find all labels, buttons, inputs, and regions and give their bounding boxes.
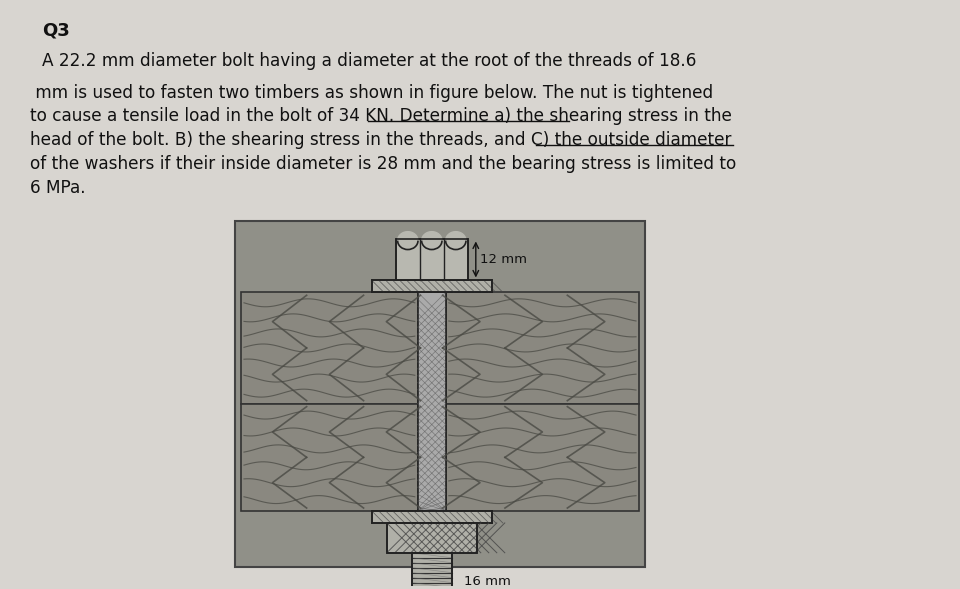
Text: Q3: Q3 [42, 22, 70, 40]
Text: 12 mm: 12 mm [480, 253, 527, 266]
Bar [396, 239, 468, 280]
Bar [445, 403, 639, 511]
Polygon shape [421, 231, 442, 240]
Polygon shape [445, 231, 466, 240]
Text: A 22.2 mm diameter bolt having a diameter at the root of the threads of 18.6: A 22.2 mm diameter bolt having a diamete… [42, 52, 696, 70]
Bar [235, 221, 645, 567]
Bar [445, 292, 639, 403]
Text: mm is used to fasten two timbers as shown in figure below. The nut is tightened: mm is used to fasten two timbers as show… [30, 84, 713, 101]
Text: 16 mm: 16 mm [464, 575, 511, 588]
Bar [241, 403, 418, 511]
Polygon shape [397, 231, 418, 240]
Bar [418, 292, 445, 511]
Bar [372, 280, 492, 292]
Bar [387, 523, 477, 552]
Bar [387, 523, 477, 552]
Bar [412, 552, 452, 589]
Text: to cause a tensile load in the bolt of 34 KN. Determine a) the shearing stress i: to cause a tensile load in the bolt of 3… [30, 107, 732, 125]
Text: of the washers if their inside diameter is 28 mm and the bearing stress is limit: of the washers if their inside diameter … [30, 155, 736, 173]
Text: head of the bolt. B) the shearing stress in the threads, and C) the outside diam: head of the bolt. B) the shearing stress… [30, 131, 732, 149]
Bar [372, 511, 492, 523]
Bar [241, 292, 418, 403]
Bar [396, 239, 468, 280]
Bar [412, 552, 452, 589]
Text: 6 MPa.: 6 MPa. [30, 179, 85, 197]
